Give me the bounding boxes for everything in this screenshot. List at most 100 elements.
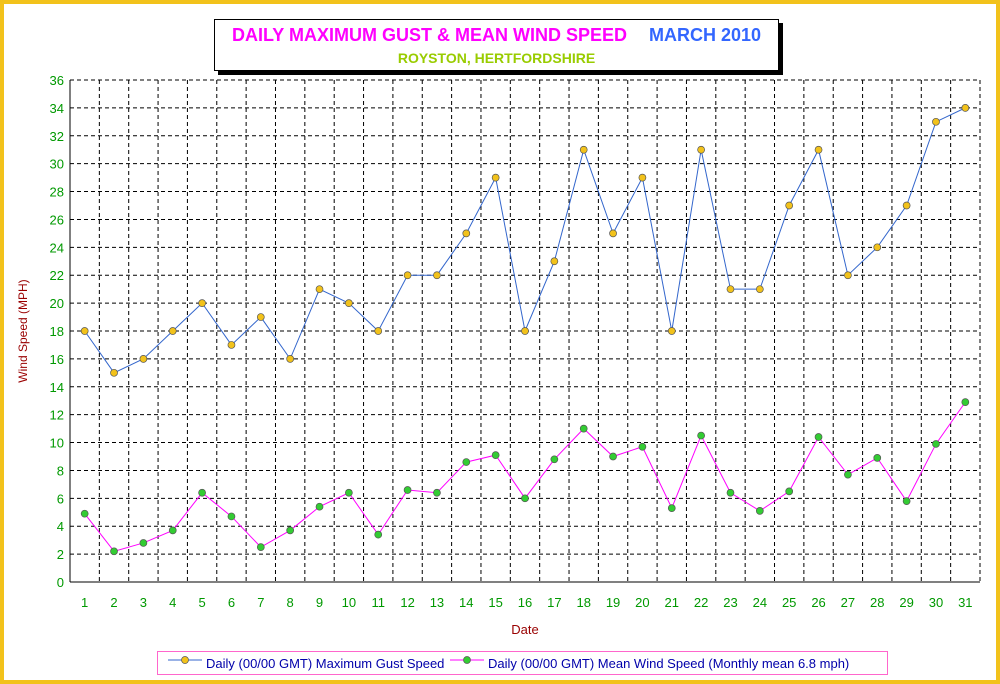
data-point [403, 271, 412, 280]
data-point [961, 398, 970, 406]
y-tick-label: 28 [50, 185, 64, 200]
x-tick-label: 21 [665, 595, 679, 610]
data-point [462, 229, 471, 238]
x-tick-label: 12 [400, 595, 414, 610]
series-1 [80, 398, 970, 556]
y-tick-label: 12 [50, 408, 64, 423]
data-point [80, 509, 89, 518]
axes [69, 80, 980, 583]
data-point [755, 285, 764, 294]
x-tick-label: 31 [958, 595, 972, 610]
data-point [227, 341, 236, 349]
y-tick-label: 24 [50, 240, 64, 255]
data-point [873, 243, 882, 252]
data-point [491, 451, 500, 459]
data-point [579, 424, 588, 433]
data-point [403, 486, 412, 494]
legend-gust-label: Daily (00/00 GMT) Maximum Gust Speed [206, 656, 445, 671]
title-line: DAILY MAXIMUM GUST & MEAN WIND SPEED MARC… [215, 25, 778, 46]
x-axis-title: Date [511, 622, 538, 637]
chart-title: DAILY MAXIMUM GUST & MEAN WIND SPEED [231, 25, 627, 45]
data-point [697, 431, 705, 440]
legend: Daily (00/00 GMT) Maximum Gust Speed Dai… [157, 651, 888, 675]
data-point [902, 201, 911, 210]
legend-mean-sample [450, 656, 484, 664]
x-tick-label: 26 [811, 595, 825, 610]
x-tick-label: 9 [316, 595, 323, 610]
title-box: DAILY MAXIMUM GUST & MEAN WIND SPEED MARC… [214, 19, 779, 71]
data-point [844, 271, 852, 280]
legend-gust-sample [168, 656, 202, 664]
x-tick-label: 20 [635, 595, 649, 610]
y-tick-label: 10 [50, 436, 64, 451]
x-tick-label: 4 [169, 595, 176, 610]
data-point [315, 285, 324, 294]
data-point [609, 452, 617, 461]
chart-period: MARCH 2010 [648, 25, 762, 45]
data-point [139, 539, 148, 547]
x-tick-label: 27 [841, 595, 855, 610]
y-tick-label: 6 [57, 491, 64, 506]
x-tick-label: 11 [371, 595, 385, 610]
x-tick-label: 17 [547, 595, 561, 610]
data-point [256, 313, 265, 321]
x-tick-label: 2 [110, 595, 117, 610]
y-tick-label: 0 [57, 575, 64, 590]
data-point [726, 285, 735, 294]
x-tick-label: 10 [342, 595, 356, 610]
y-tick-label: 2 [57, 547, 64, 562]
data-point [961, 104, 970, 112]
y-tick-label: 22 [50, 268, 64, 283]
series-0 [80, 104, 970, 377]
data-point [521, 494, 529, 503]
data-point [785, 487, 794, 496]
data-point [667, 504, 676, 512]
y-tick-label: 16 [50, 352, 64, 367]
data-point [609, 229, 617, 238]
y-tick-label: 36 [50, 73, 64, 88]
data-point [521, 327, 529, 335]
y-tick-label: 26 [50, 212, 64, 227]
x-tick-label: 23 [723, 595, 737, 610]
y-axis-title: Wind Speed (MPH) [16, 279, 30, 382]
data-point [256, 543, 265, 551]
data-point [755, 507, 764, 515]
data-point [844, 470, 852, 479]
x-tick-label: 3 [140, 595, 147, 610]
x-tick-label: 22 [694, 595, 708, 610]
data-point [697, 145, 705, 154]
x-tick-label: 25 [782, 595, 796, 610]
x-tick-label: 28 [870, 595, 884, 610]
data-point [785, 201, 794, 210]
y-tick-label: 30 [50, 157, 64, 172]
data-point [433, 488, 441, 497]
series [80, 104, 970, 556]
x-tick-label: 7 [257, 595, 264, 610]
x-tick-label: 16 [518, 595, 532, 610]
x-tick-label: 30 [929, 595, 943, 610]
data-point [168, 526, 177, 535]
y-tick-label: 18 [50, 324, 64, 339]
y-tick-label: 34 [50, 101, 64, 116]
y-tick-label: 20 [50, 296, 64, 311]
x-tick-label: 6 [228, 595, 235, 610]
data-point [227, 512, 236, 521]
data-point [462, 458, 471, 466]
data-point [198, 299, 206, 307]
x-tick-label: 8 [287, 595, 294, 610]
data-point [579, 145, 588, 154]
data-point [433, 271, 441, 280]
data-point [315, 502, 324, 511]
y-tick-label: 4 [57, 519, 64, 534]
data-point [491, 173, 500, 182]
data-point [198, 488, 206, 497]
data-point [638, 173, 647, 182]
x-tick-label: 15 [488, 595, 502, 610]
x-tick-label: 18 [576, 595, 590, 610]
data-point [932, 440, 940, 448]
x-tick-label: 29 [899, 595, 913, 610]
data-point [667, 327, 676, 335]
data-point [168, 327, 177, 335]
data-point [345, 488, 353, 497]
data-point [902, 497, 911, 505]
